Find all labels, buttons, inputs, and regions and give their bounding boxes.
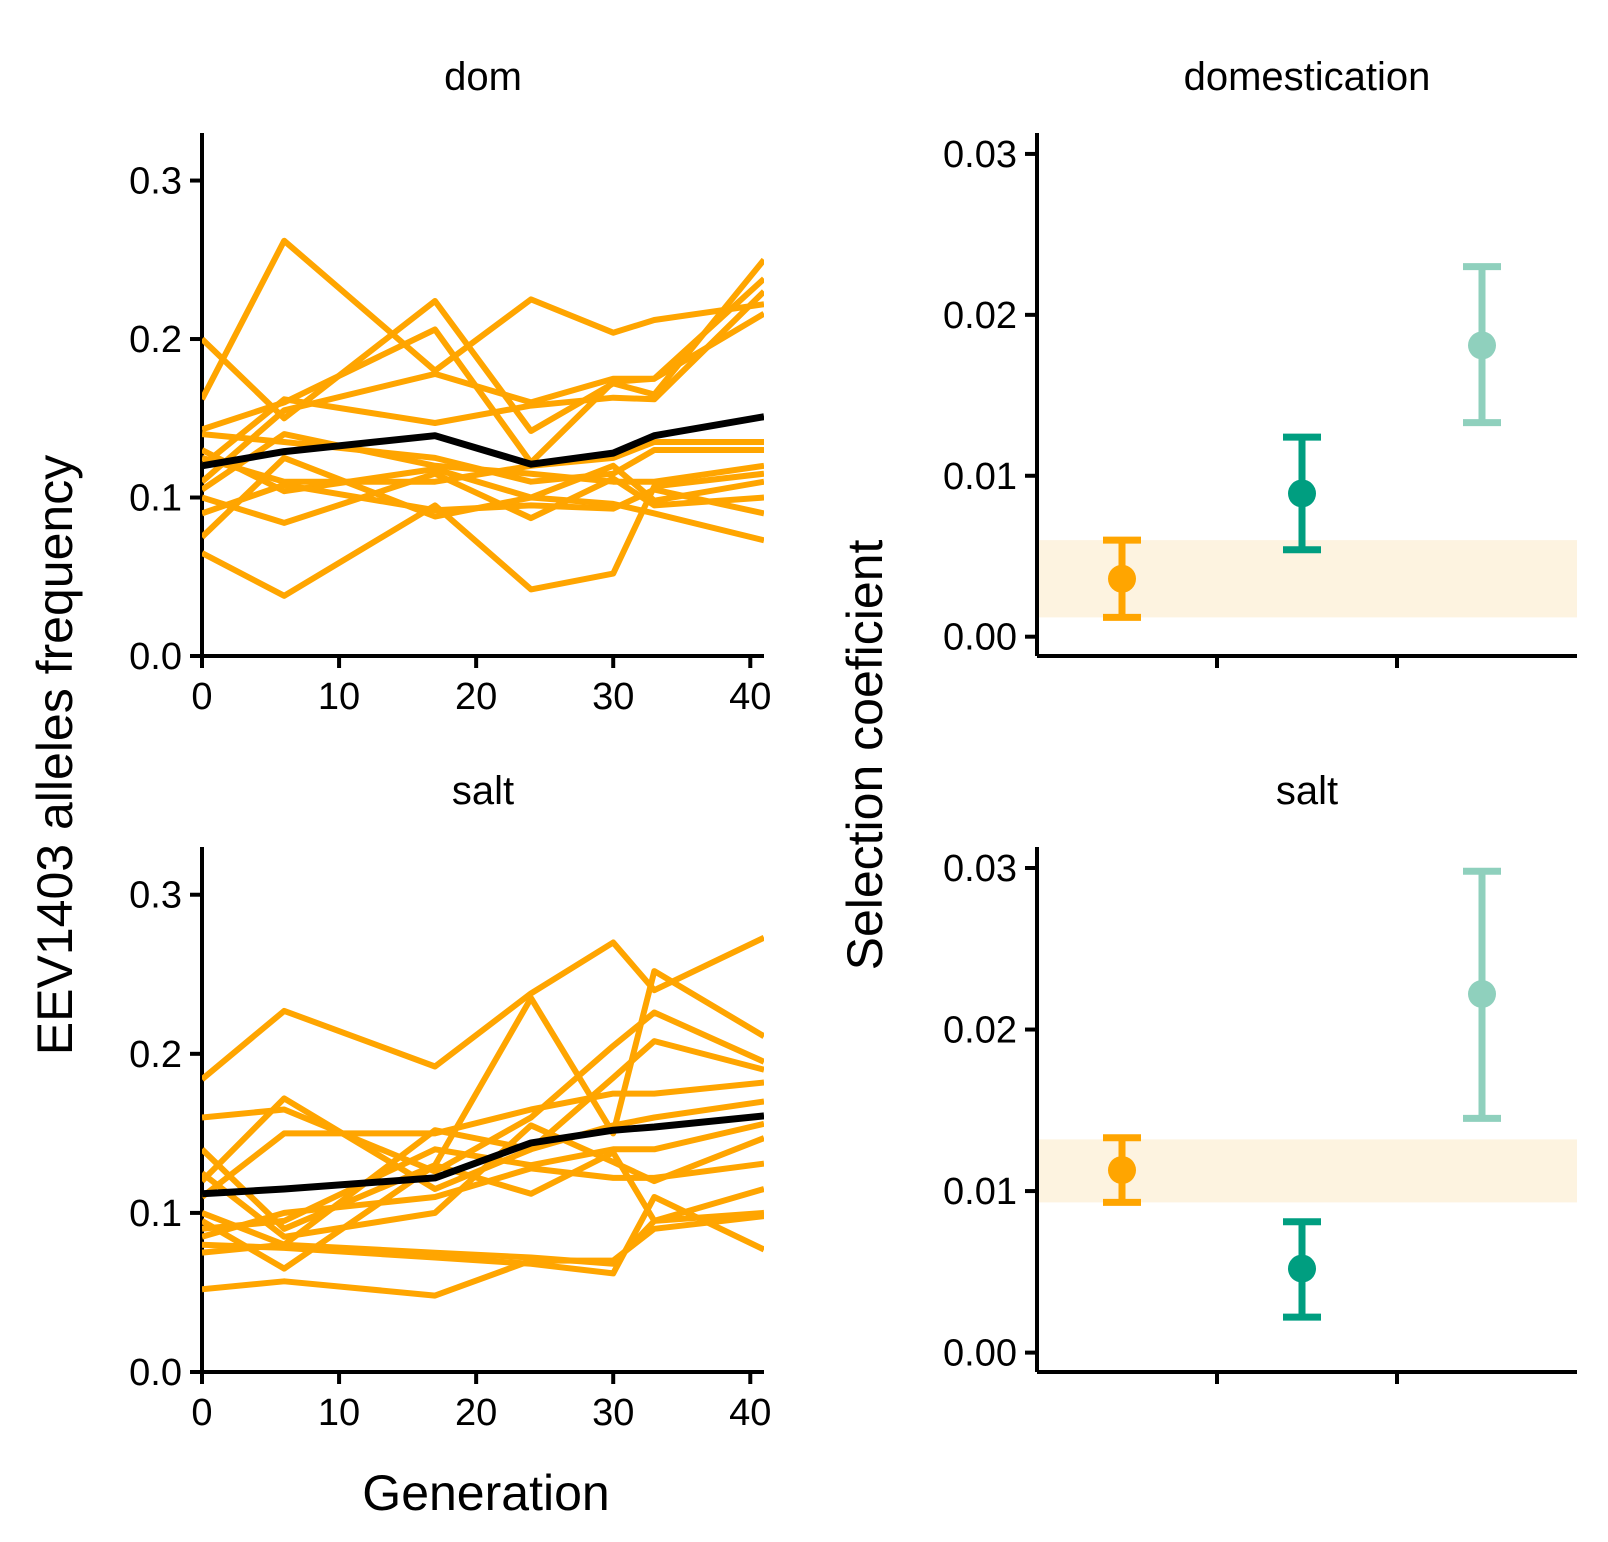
mean-series-line xyxy=(202,1112,764,1198)
point-with-error-bar xyxy=(1283,433,1321,554)
panel-title: domestication xyxy=(1184,55,1431,99)
panel-title: dom xyxy=(444,55,522,99)
x-tick-label: 40 xyxy=(729,1392,771,1434)
replicate-series-line xyxy=(202,311,764,484)
y-tick-label: 0.0 xyxy=(129,1352,182,1394)
x-tick-label: 40 xyxy=(729,676,771,718)
panel-dom-frequency: dom 0.0 0.1 0.2 0.3 0 10 20 30 40 xyxy=(129,55,771,718)
data-point xyxy=(1288,479,1316,508)
y-tick-label: 0.03 xyxy=(943,134,1017,176)
y-axis-title-right: Selection coeficient xyxy=(837,539,893,970)
y-tick-label: 0.02 xyxy=(943,295,1017,337)
panel-domestication-selection: domestication 0.00 0.01 0.02 0.03 xyxy=(943,55,1577,668)
point-with-error-bar xyxy=(1463,867,1501,1122)
panel-title: salt xyxy=(1276,769,1338,813)
replicate-series-line xyxy=(202,968,764,1232)
data-point xyxy=(1468,331,1496,360)
y-tick-label: 0.3 xyxy=(129,875,182,917)
y-tick-label: 0.00 xyxy=(943,617,1017,659)
x-tick-label: 0 xyxy=(191,1392,212,1434)
series-group xyxy=(202,237,764,599)
y-tick-label: 0.1 xyxy=(129,1193,182,1235)
mean-series-line xyxy=(202,413,764,470)
y-tick-label: 0.1 xyxy=(129,478,182,520)
replicate-series-line xyxy=(202,1194,764,1277)
x-tick-label: 10 xyxy=(318,1392,360,1434)
y-tick-label: 0.00 xyxy=(943,1333,1017,1375)
y-tick-label: 0.0 xyxy=(129,636,182,678)
y-tick-label: 0.01 xyxy=(943,1171,1017,1213)
point-with-error-bar xyxy=(1283,1218,1321,1321)
data-point xyxy=(1468,980,1496,1008)
y-tick-label: 0.02 xyxy=(943,1010,1017,1052)
replicate-series-line xyxy=(202,454,764,544)
y-tick-label: 0.03 xyxy=(943,848,1017,890)
panel-salt-selection: salt 0.00 0.01 0.02 0.03 xyxy=(943,769,1577,1384)
replicate-series-line xyxy=(202,1120,764,1232)
replicate-series-line xyxy=(202,431,764,485)
series-group xyxy=(202,934,764,1299)
replicate-series-line xyxy=(202,257,764,434)
y-axis-title-left: EEV1403 alleles frequency xyxy=(27,455,83,1055)
y-tick-label: 0.01 xyxy=(943,456,1017,498)
x-axis-title-left: Generation xyxy=(362,1465,609,1521)
replicate-series-line xyxy=(202,237,764,401)
x-tick-label: 0 xyxy=(191,676,212,718)
panel-salt-frequency: salt 0.0 0.1 0.2 0.3 0 10 20 30 40 xyxy=(129,769,771,1434)
point-with-error-bar xyxy=(1103,1134,1141,1206)
replicate-series-line xyxy=(202,1213,764,1299)
replicate-series-line xyxy=(202,1209,764,1267)
x-tick-label: 30 xyxy=(592,676,634,718)
x-tick-label: 10 xyxy=(318,676,360,718)
point-with-error-bar xyxy=(1103,536,1141,621)
replicate-series-line xyxy=(202,289,764,469)
replicate-series-line xyxy=(202,1160,764,1240)
data-point xyxy=(1108,1156,1136,1185)
replicate-series-line xyxy=(202,1122,764,1240)
panel-title: salt xyxy=(452,769,514,813)
replicate-series-line xyxy=(202,1009,764,1175)
point-with-error-bar xyxy=(1463,263,1501,427)
replicate-series-line xyxy=(202,431,764,493)
replicate-series-line xyxy=(202,1079,764,1200)
replicate-series-line xyxy=(202,470,764,599)
y-tick-label: 0.2 xyxy=(129,319,182,361)
data-point xyxy=(1108,564,1136,593)
x-tick-label: 20 xyxy=(455,1392,497,1434)
x-tick-label: 20 xyxy=(455,676,497,718)
replicate-series-line xyxy=(202,470,764,526)
replicate-series-line xyxy=(202,934,764,1082)
data-point xyxy=(1288,1254,1316,1283)
x-tick-label: 30 xyxy=(592,1392,634,1434)
y-tick-label: 0.3 xyxy=(129,161,182,203)
y-tick-label: 0.2 xyxy=(129,1034,182,1076)
